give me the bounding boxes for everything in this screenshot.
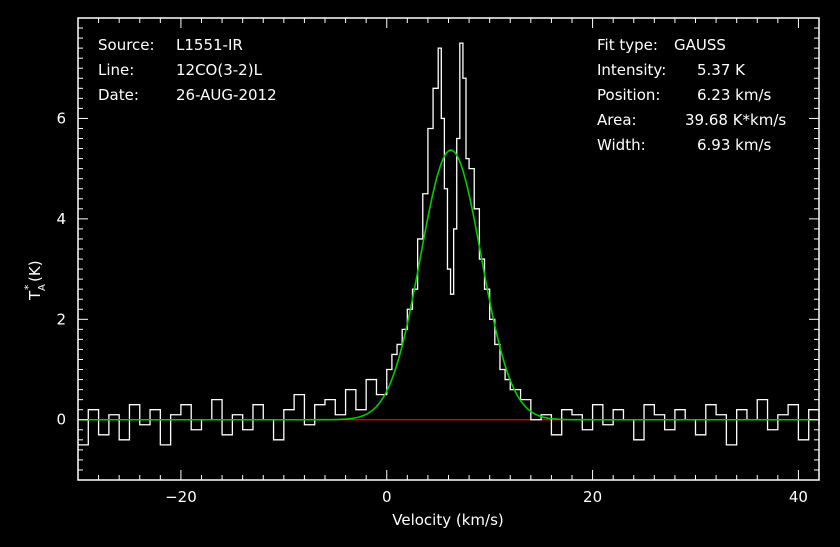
y-axis-label-sub: A [37, 284, 48, 291]
y-tick-label: 6 [56, 109, 66, 127]
width-value: 6.93 km/s [697, 136, 772, 154]
intensity-label: Intensity: [597, 61, 666, 79]
y-tick-label: 4 [56, 210, 66, 228]
date-label: Date: [98, 86, 139, 104]
area-label: Area: [597, 111, 637, 129]
fit-type-label: Fit type: [597, 36, 658, 54]
gauss-fit-curve [78, 149, 819, 421]
position-label: Position: [597, 86, 660, 104]
line-value: 12CO(3-2)L [176, 61, 263, 79]
x-tick-label: 0 [382, 488, 392, 506]
date-value: 26-AUG-2012 [176, 86, 277, 104]
x-tick-label: 40 [789, 488, 808, 506]
source-value: L1551-IR [176, 36, 243, 54]
spectrum-series [78, 42, 820, 446]
area-value: 39.68 K*km/s [685, 111, 786, 129]
y-tick-label: 2 [56, 310, 66, 328]
y-axis-label: T A * (K) [22, 260, 48, 301]
line-label: Line: [98, 61, 134, 79]
y-axis-label-unit: (K) [26, 260, 44, 282]
chart-marks [78, 42, 820, 446]
source-label: Source: [98, 36, 155, 54]
axis-ticks: −20 0 20 40 0 2 4 6 [56, 17, 820, 506]
width-label: Width: [597, 136, 646, 154]
x-axis-label: Velocity (km/s) [392, 511, 503, 529]
position-value: 6.23 km/s [697, 86, 772, 104]
y-tick-label: 0 [56, 411, 66, 429]
y-axis-label-sup: * [22, 284, 35, 290]
y-axis-label-main: T [26, 290, 44, 301]
x-tick-label: 20 [583, 488, 602, 506]
intensity-value: 5.37 K [697, 61, 746, 79]
fit-type-value: GAUSS [674, 36, 726, 54]
x-tick-label: −20 [165, 488, 197, 506]
